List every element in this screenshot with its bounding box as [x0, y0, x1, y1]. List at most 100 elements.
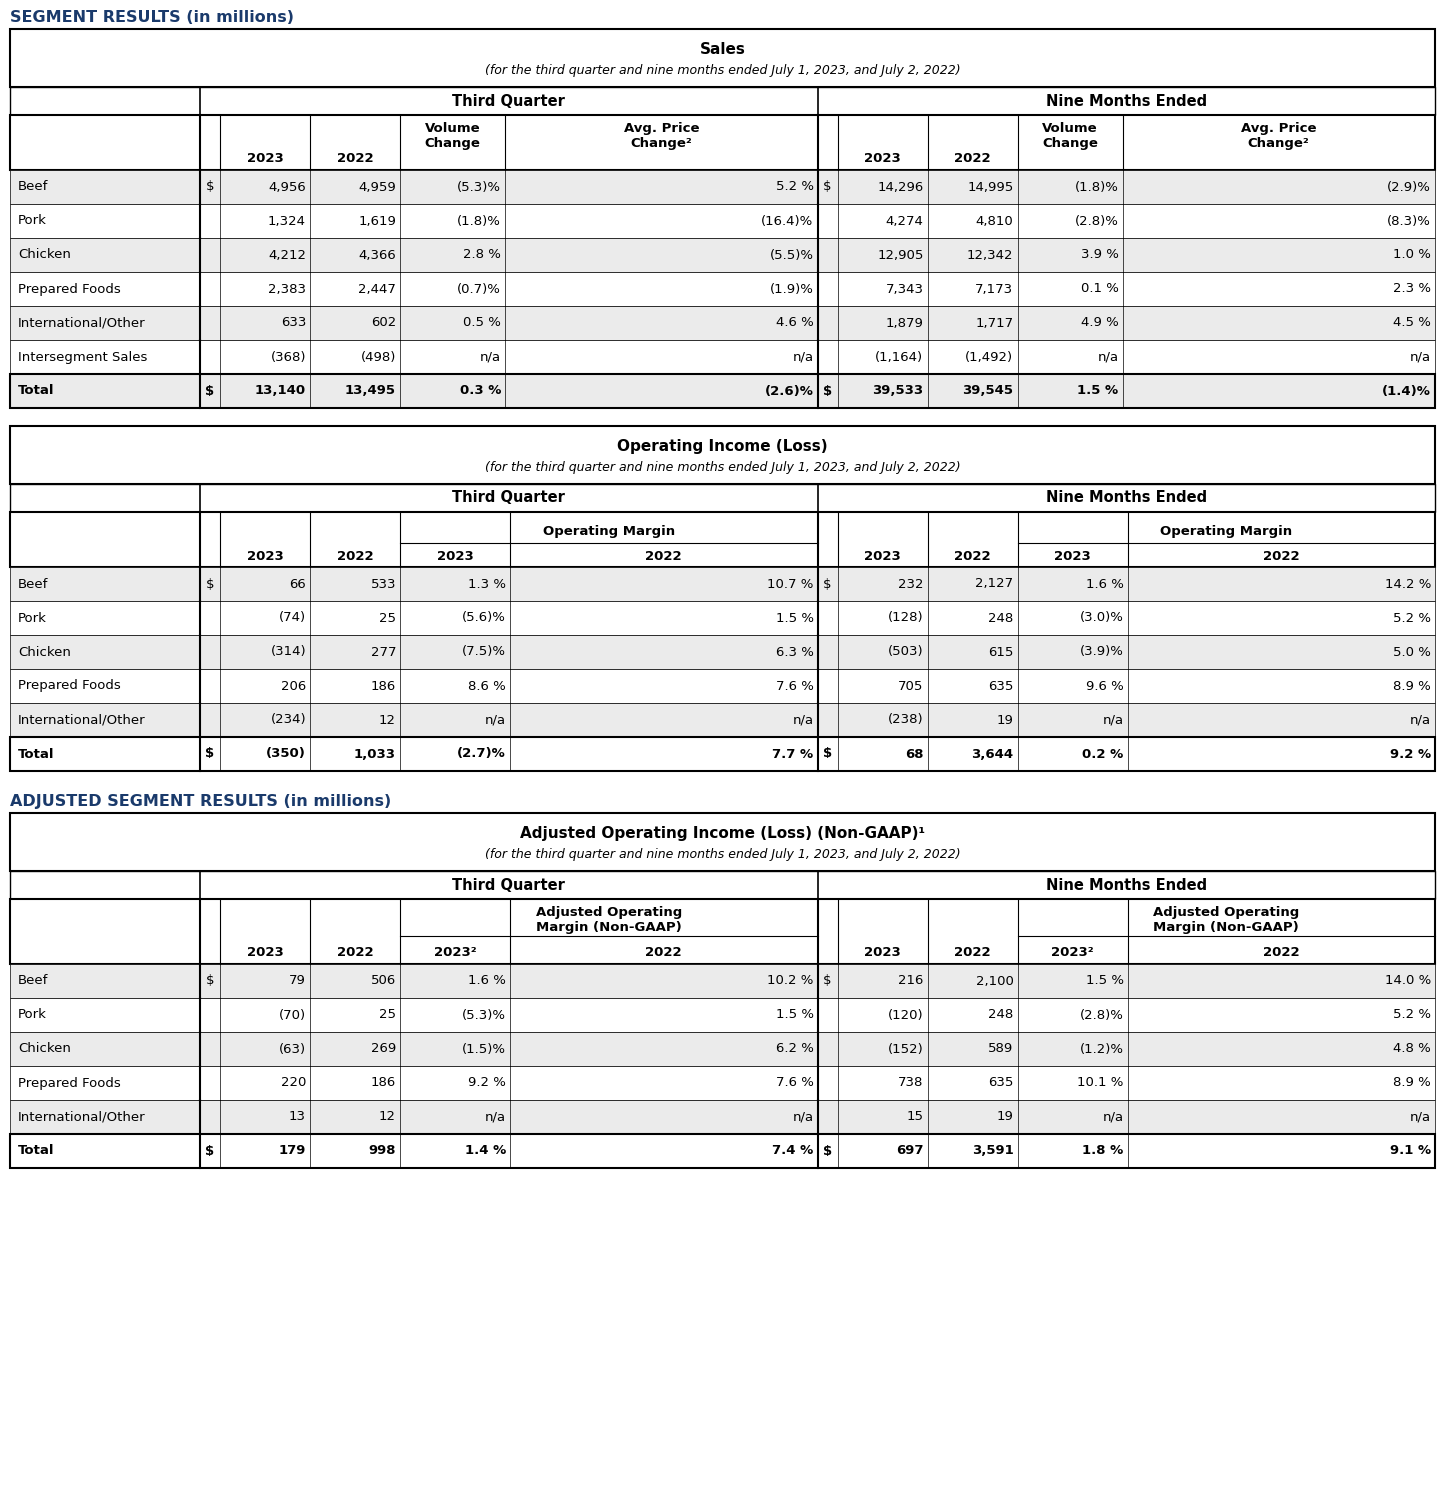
Bar: [10, 703, 1435, 738]
Text: 0.1 %: 0.1 %: [1081, 283, 1118, 296]
Text: (152): (152): [887, 1042, 923, 1056]
Text: (5.3)%: (5.3)%: [462, 1008, 506, 1022]
Text: n/a: n/a: [1410, 714, 1431, 727]
Bar: [10, 738, 1435, 770]
Text: $: $: [824, 385, 832, 397]
Text: 0.3 %: 0.3 %: [460, 385, 501, 397]
Bar: [10, 204, 1435, 238]
Text: 7.7 %: 7.7 %: [773, 748, 814, 760]
Text: 2023: 2023: [864, 947, 900, 959]
Text: Pork: Pork: [17, 214, 46, 228]
Text: Adjusted Operating Income (Loss) (Non-GAAP)¹: Adjusted Operating Income (Loss) (Non-GA…: [520, 825, 925, 840]
Text: (350): (350): [266, 748, 306, 760]
Text: 8.9 %: 8.9 %: [1393, 1077, 1431, 1090]
Text: (5.5)%: (5.5)%: [770, 248, 814, 262]
Text: (2.9)%: (2.9)%: [1387, 180, 1431, 193]
Text: 14.2 %: 14.2 %: [1384, 577, 1431, 590]
Text: 635: 635: [988, 680, 1013, 693]
Text: 1.8 %: 1.8 %: [1082, 1145, 1124, 1157]
Text: 998: 998: [368, 1145, 396, 1157]
Text: 2022: 2022: [646, 550, 682, 562]
Text: 4,366: 4,366: [358, 248, 396, 262]
Text: Adjusted Operating
Margin (Non-GAAP): Adjusted Operating Margin (Non-GAAP): [1153, 906, 1299, 934]
Text: 0.5 %: 0.5 %: [464, 317, 501, 330]
Text: 5.2 %: 5.2 %: [1393, 1008, 1431, 1022]
Bar: [10, 1135, 1435, 1167]
Text: 7.6 %: 7.6 %: [776, 680, 814, 693]
Text: International/Other: International/Other: [17, 1111, 146, 1124]
Text: 19: 19: [997, 1111, 1013, 1124]
Text: 1.3 %: 1.3 %: [468, 577, 506, 590]
Text: 2,447: 2,447: [358, 283, 396, 296]
Text: 2023: 2023: [864, 153, 900, 165]
Text: 533: 533: [370, 577, 396, 590]
Text: 12,905: 12,905: [877, 248, 923, 262]
Text: Pork: Pork: [17, 611, 46, 625]
Text: 13,140: 13,140: [254, 385, 306, 397]
Text: 248: 248: [988, 611, 1013, 625]
Text: $: $: [205, 385, 214, 397]
Text: Third Quarter: Third Quarter: [452, 94, 565, 109]
Text: (498): (498): [361, 351, 396, 363]
Text: 4,274: 4,274: [886, 214, 923, 228]
Text: 2,100: 2,100: [975, 974, 1013, 987]
Text: 186: 186: [371, 680, 396, 693]
Text: 12: 12: [379, 714, 396, 727]
Text: Total: Total: [17, 748, 55, 760]
Text: n/a: n/a: [1103, 714, 1124, 727]
Text: 738: 738: [899, 1077, 923, 1090]
Bar: [10, 238, 1435, 272]
Text: (1.8)%: (1.8)%: [1075, 180, 1118, 193]
Text: 697: 697: [896, 1145, 923, 1157]
Text: 10.7 %: 10.7 %: [767, 577, 814, 590]
Text: 10.1 %: 10.1 %: [1077, 1077, 1124, 1090]
Bar: [10, 964, 1435, 998]
Text: n/a: n/a: [792, 714, 814, 727]
Text: 1,033: 1,033: [354, 748, 396, 760]
Text: $: $: [205, 577, 214, 590]
Text: 4.6 %: 4.6 %: [776, 317, 814, 330]
Text: 5.0 %: 5.0 %: [1393, 645, 1431, 659]
Text: 2.3 %: 2.3 %: [1393, 283, 1431, 296]
Text: 615: 615: [988, 645, 1013, 659]
Text: 216: 216: [899, 974, 923, 987]
Text: 1.4 %: 1.4 %: [465, 1145, 506, 1157]
Text: 1,619: 1,619: [358, 214, 396, 228]
Text: Adjusted Operating
Margin (Non-GAAP): Adjusted Operating Margin (Non-GAAP): [536, 906, 682, 934]
Bar: [10, 483, 1435, 512]
Text: 2.8 %: 2.8 %: [464, 248, 501, 262]
Text: 506: 506: [371, 974, 396, 987]
Bar: [10, 871, 1435, 900]
Text: 4,959: 4,959: [358, 180, 396, 193]
Text: International/Other: International/Other: [17, 317, 146, 330]
Text: $: $: [824, 974, 832, 987]
Text: 7.6 %: 7.6 %: [776, 1077, 814, 1090]
Text: (70): (70): [279, 1008, 306, 1022]
Text: 1,324: 1,324: [267, 214, 306, 228]
Text: n/a: n/a: [1410, 351, 1431, 363]
Text: 66: 66: [289, 577, 306, 590]
Text: Total: Total: [17, 385, 55, 397]
Text: Nine Months Ended: Nine Months Ended: [1046, 877, 1207, 892]
Text: (1,492): (1,492): [965, 351, 1013, 363]
Text: 248: 248: [988, 1008, 1013, 1022]
Text: 1,879: 1,879: [886, 317, 923, 330]
Text: (3.0)%: (3.0)%: [1079, 611, 1124, 625]
Text: 1.5 %: 1.5 %: [1078, 385, 1118, 397]
Text: 7,343: 7,343: [886, 283, 923, 296]
Text: 8.9 %: 8.9 %: [1393, 680, 1431, 693]
Text: 10.2 %: 10.2 %: [767, 974, 814, 987]
Bar: [10, 1066, 1435, 1100]
Text: (5.3)%: (5.3)%: [457, 180, 501, 193]
Text: 635: 635: [988, 1077, 1013, 1090]
Text: n/a: n/a: [1410, 1111, 1431, 1124]
Text: Operating Income (Loss): Operating Income (Loss): [617, 439, 828, 454]
Bar: [10, 1100, 1435, 1135]
Text: 15: 15: [906, 1111, 923, 1124]
Bar: [10, 669, 1435, 703]
Text: (1.9)%: (1.9)%: [770, 283, 814, 296]
Text: Third Quarter: Third Quarter: [452, 877, 565, 892]
Text: Intersegment Sales: Intersegment Sales: [17, 351, 147, 363]
Text: 4.5 %: 4.5 %: [1393, 317, 1431, 330]
Bar: [10, 88, 1435, 114]
